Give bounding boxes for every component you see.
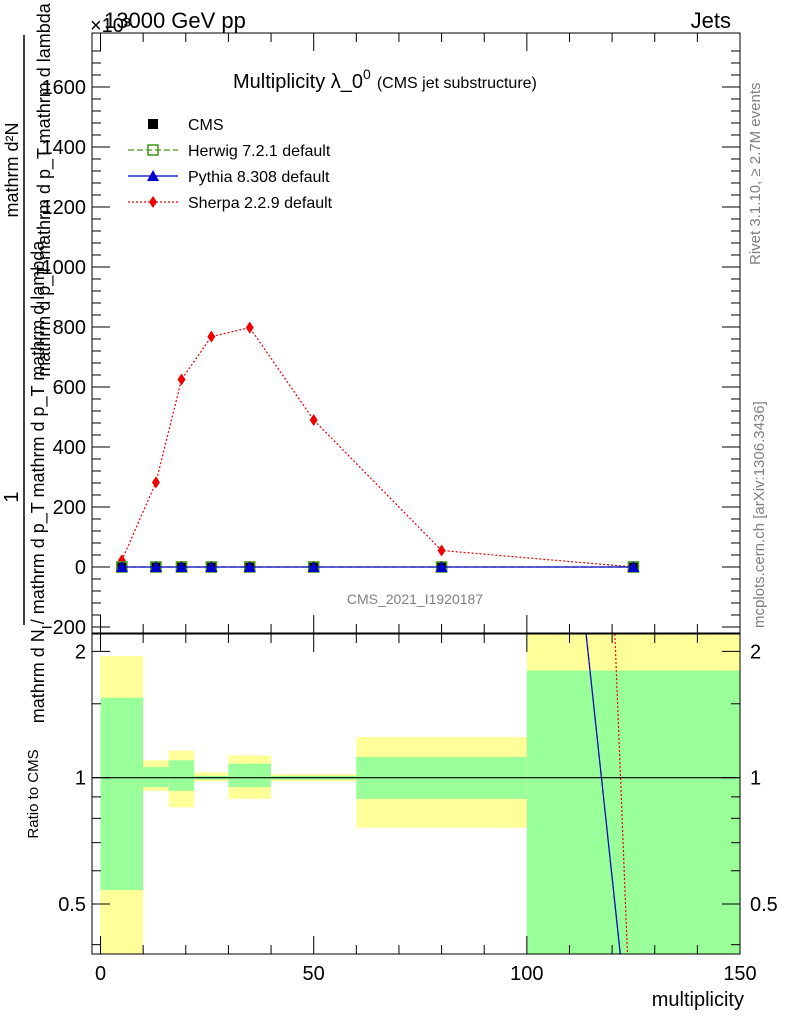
main-y-tick-label: 400 <box>53 437 86 459</box>
ratio-panel-frame <box>91 633 741 955</box>
x-tick-label: 150 <box>723 963 756 985</box>
chart-title: Multiplicity λ_00 (CMS jet substructure) <box>233 66 537 93</box>
analysis-watermark: CMS_2021_I1920187 <box>347 591 483 607</box>
rivet-info-label: Rivet 3.1.10, ≥ 2.7M events <box>747 83 764 266</box>
data-point-sherpa <box>437 544 446 557</box>
main-y-tick-label: 1000 <box>42 257 87 279</box>
data-point-sherpa <box>309 414 318 426</box>
legend-label: Herwig 7.2.1 default <box>188 143 331 160</box>
uncertainty-band-green <box>100 697 144 890</box>
chart-title-main: Multiplicity λ_0 <box>233 71 363 93</box>
uncertainty-band-green <box>168 760 195 791</box>
main-y-tick-label: 800 <box>53 317 86 339</box>
data-point-pythia <box>175 561 188 572</box>
mcplots-info-label: mcplots.cern.ch [arXiv:1306.3436] <box>751 401 768 628</box>
y-exponent-label: ×10³ <box>90 15 131 37</box>
ratio-line-pythia <box>585 634 621 954</box>
ratio-y-tick-label: 1 <box>75 768 86 790</box>
data-point-pythia <box>627 561 640 572</box>
data-point-sherpa <box>177 373 186 386</box>
ratio-line-sherpa <box>614 634 629 954</box>
x-tick-label: 100 <box>510 963 543 985</box>
main-series-group <box>115 321 640 573</box>
main-y-tick-label: 200 <box>53 497 86 519</box>
ratio-y-tick-label: 2 <box>75 641 86 663</box>
ratio-y-axis-label: Ratio to CMS <box>25 749 42 838</box>
y-axis-label-denominator: mathrm d p_T mathrm d p_T mathrm d lambd… <box>34 2 55 376</box>
main-y-tick-label: 1400 <box>42 137 87 159</box>
data-point-pythia <box>149 561 162 572</box>
data-point-pythia <box>115 561 128 572</box>
ratio-y-tick-label-right: 0.5 <box>750 894 778 916</box>
y-axis-label-numerator: mathrm d²N <box>2 122 22 217</box>
data-point-pythia <box>243 561 256 572</box>
x-axis-label: multiplicity <box>652 989 744 1011</box>
uncertainty-band-green <box>526 670 740 954</box>
uncertainty-band-green <box>143 767 169 788</box>
legend: CMS Herwig 7.2.1 default Pythia 8.308 defa… <box>128 117 333 212</box>
chart-title-sup: 0 <box>363 66 371 82</box>
x-tick-label: 50 <box>303 963 325 985</box>
legend-marker <box>149 196 157 208</box>
main-y-tick-label: −200 <box>41 617 86 639</box>
legend-marker <box>148 119 158 129</box>
ratio-y-tick-label-right: 1 <box>750 768 761 790</box>
header-left-label: 13000 GeV pp <box>104 8 246 33</box>
legend-marker <box>147 144 159 156</box>
main-y-tick-label: 600 <box>53 377 86 399</box>
uncertainty-band-green <box>228 763 272 788</box>
ratio-y-tick-label: 0.5 <box>58 894 86 916</box>
data-point-sherpa <box>245 321 254 334</box>
data-point-sherpa <box>151 476 160 489</box>
data-point-pythia <box>435 561 448 572</box>
main-panel: CMS_2021_I1920187 Multiplicity λ_00(CMS … <box>1 2 741 723</box>
series-line-sherpa <box>121 326 634 568</box>
legend-label: CMS <box>188 117 224 134</box>
main-panel-frame <box>91 32 741 634</box>
chart-title-sub: (CMS jet substructure) <box>377 75 537 92</box>
legend-marker <box>147 170 159 181</box>
legend-label: Sherpa 2.2.9 default <box>188 195 333 212</box>
data-point-sherpa <box>207 330 216 343</box>
header-right-label: Jets <box>691 8 731 33</box>
main-y-tick-label: 1200 <box>42 197 87 219</box>
data-point-pythia <box>307 561 320 572</box>
y-axis-label-prefix: 1 <box>1 491 23 502</box>
x-tick-label: 0 <box>95 963 106 985</box>
data-point-pythia <box>205 561 218 572</box>
main-y-tick-label: 1600 <box>42 77 87 99</box>
y-axis-label-fraction-bottom: mathrm d N / mathrm d p_T mathrm d p_T m… <box>28 240 49 723</box>
legend-label: Pythia 8.308 default <box>188 169 330 186</box>
ratio-panel: Ratio to CMS multiplicity 0.5 0.5 1 1 2 2 0 50 1… <box>25 633 778 1011</box>
ratio-y-tick-label-right: 2 <box>750 641 761 663</box>
main-y-tick-label: 0 <box>75 557 86 579</box>
